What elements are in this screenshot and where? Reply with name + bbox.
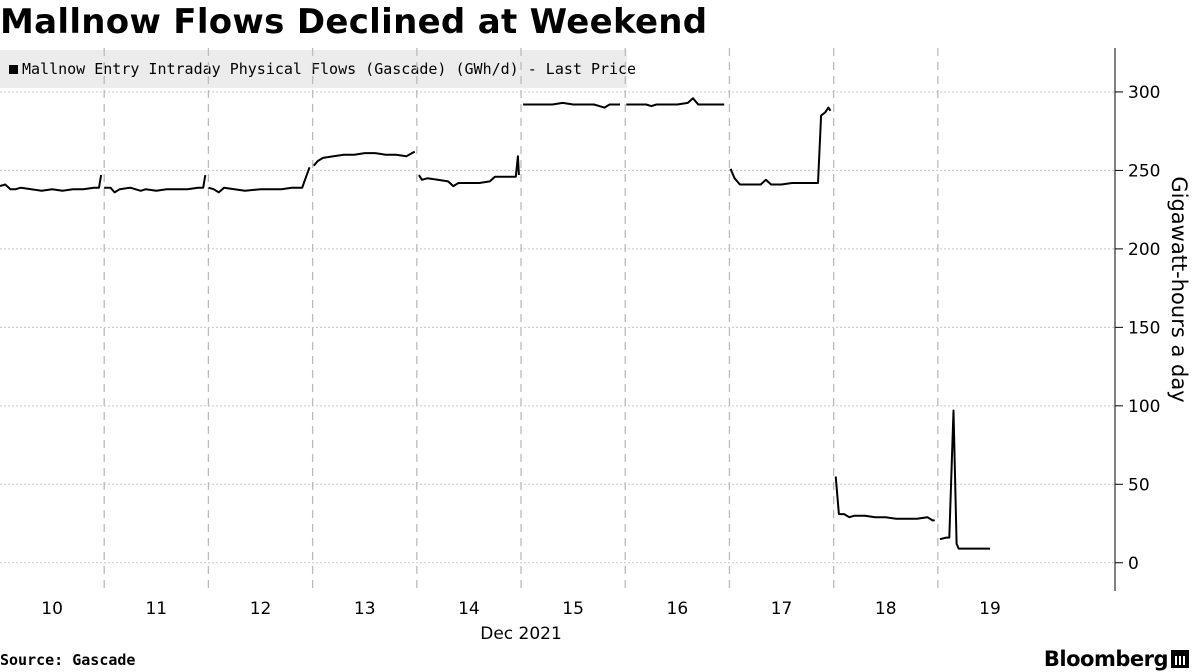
series-line: [0, 174, 103, 192]
y-tick-label: 150: [1128, 318, 1160, 338]
x-axis-label: Dec 2021: [480, 624, 562, 644]
bloomberg-chart-icon: [1171, 650, 1189, 668]
x-tick-label: 13: [354, 599, 376, 619]
series-line: [834, 476, 935, 522]
x-tick-label: 18: [875, 599, 897, 619]
x-tick-label: 17: [771, 599, 793, 619]
series-line: [523, 101, 620, 109]
series-line: [939, 409, 990, 550]
series-line: [418, 155, 520, 188]
bloomberg-logo: Bloomberg: [1044, 647, 1189, 671]
chart-title: Mallnow Flows Declined at Weekend: [0, 2, 708, 42]
legend-swatch: [9, 65, 18, 74]
y-axis-title: Gigawatt-hours a day: [1167, 176, 1191, 402]
y-tick-label: 250: [1128, 161, 1160, 181]
series-line: [208, 166, 311, 194]
y-tick-label: 300: [1128, 83, 1160, 103]
series-line: [312, 150, 416, 167]
source-note: Source: Gascade: [0, 651, 136, 669]
legend-label: Mallnow Entry Intraday Physical Flows (G…: [22, 60, 637, 78]
y-tick-label: 100: [1128, 397, 1160, 417]
x-tick-label: 15: [562, 599, 584, 619]
x-tick-label: 11: [145, 599, 167, 619]
series-line: [626, 97, 725, 108]
x-tick-label: 10: [41, 599, 63, 619]
brand-name: Bloomberg: [1043, 647, 1169, 671]
y-tick-label: 0: [1128, 554, 1139, 574]
x-tick-label: 14: [458, 599, 480, 619]
y-tick-label: 200: [1128, 240, 1160, 260]
series-line: [104, 174, 207, 194]
x-tick-label: 16: [667, 599, 689, 619]
series-line: [729, 106, 832, 186]
x-tick-label: 19: [979, 599, 1001, 619]
x-tick-label: 12: [250, 599, 272, 619]
y-tick-label: 50: [1128, 475, 1150, 495]
